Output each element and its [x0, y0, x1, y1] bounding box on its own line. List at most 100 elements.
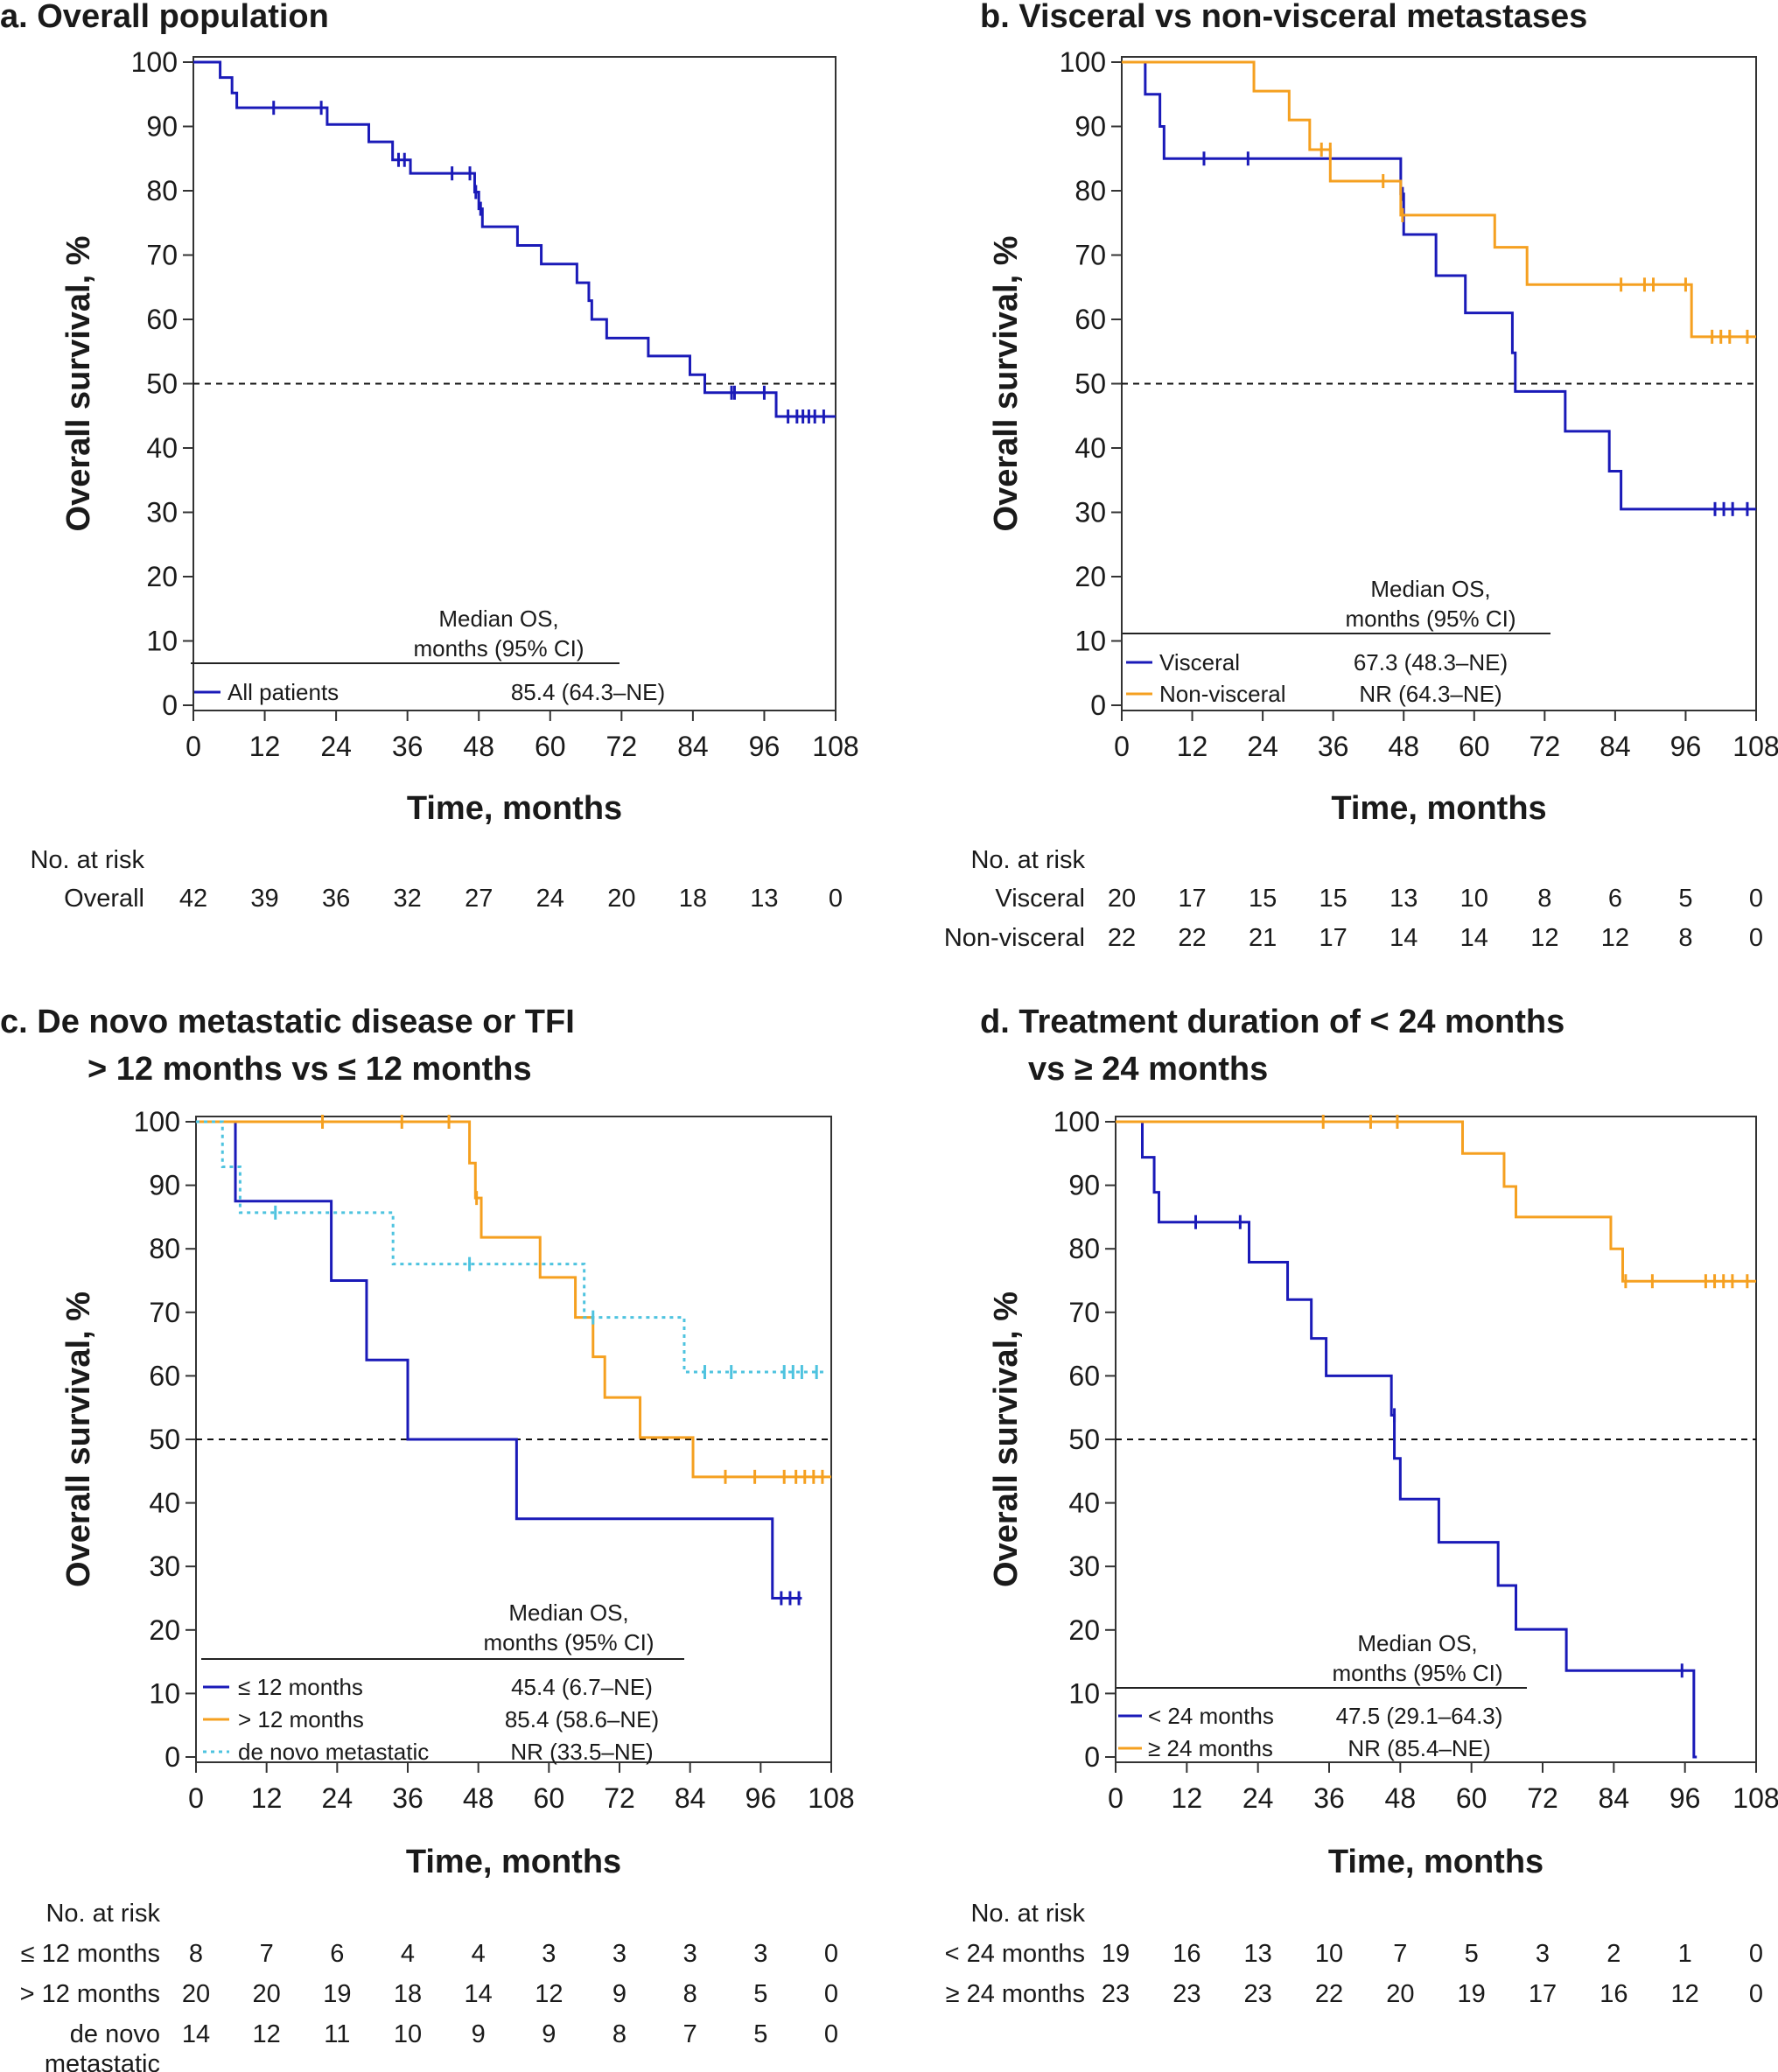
risk-value: 12 — [1530, 924, 1558, 952]
x-tick-label: 36 — [392, 731, 424, 762]
risk-row-label-line2: metastatic — [45, 2050, 160, 2072]
risk-value: 13 — [1390, 885, 1418, 913]
y-tick-label: 80 — [146, 175, 178, 206]
x-tick-label: 72 — [1530, 731, 1561, 762]
panel-title: b. Visceral vs non-visceral metastases — [980, 0, 1587, 35]
risk-row-label: Overall — [64, 885, 144, 913]
risk-value: 5 — [753, 2020, 767, 2048]
y-tick-label: 60 — [1068, 1360, 1100, 1391]
km-curve-blue — [193, 60, 836, 418]
risk-header: No. at risk — [970, 846, 1085, 874]
y-tick-label: 20 — [1068, 1614, 1100, 1646]
y-tick-label: 80 — [149, 1233, 180, 1264]
risk-value: 24 — [536, 885, 564, 913]
panel-c: c. De novo metastatic disease or TFI > 12… — [0, 1004, 855, 2072]
risk-value: 12 — [1601, 924, 1629, 952]
y-tick-label: 90 — [149, 1170, 180, 1201]
risk-value: 27 — [465, 885, 493, 913]
legend-label: ≥ 24 months — [1148, 1735, 1273, 1761]
risk-value: 9 — [542, 2020, 556, 2048]
y-tick-label: 100 — [1060, 46, 1106, 78]
risk-value: 17 — [1320, 924, 1348, 952]
risk-value: 20 — [1108, 885, 1136, 913]
risk-value: 8 — [1537, 885, 1551, 913]
risk-value: 0 — [829, 885, 843, 913]
y-tick-label: 100 — [1054, 1106, 1100, 1138]
y-tick-label: 50 — [1068, 1424, 1100, 1455]
risk-value: 19 — [1102, 1940, 1130, 1968]
legend-label: All patients — [228, 679, 339, 705]
y-tick-label: 50 — [146, 368, 178, 400]
risk-value: 14 — [1460, 924, 1488, 952]
risk-value: 3 — [612, 1940, 626, 1968]
legend-median-os: NR (64.3–NE) — [1359, 681, 1502, 707]
risk-value: 0 — [824, 2020, 838, 2048]
risk-value: 0 — [1749, 924, 1763, 952]
risk-value: 39 — [250, 885, 278, 913]
risk-value: 10 — [394, 2020, 422, 2048]
legend-label: ≤ 12 months — [238, 1674, 363, 1700]
risk-value: 36 — [322, 885, 350, 913]
km-curve-orange — [1122, 60, 1756, 339]
risk-value: 32 — [394, 885, 422, 913]
risk-value: 22 — [1315, 1980, 1343, 2008]
x-tick-label: 36 — [392, 1782, 424, 1814]
x-tick-label: 84 — [1600, 731, 1631, 762]
y-tick-label: 90 — [146, 111, 178, 143]
y-tick-label: 40 — [1068, 1488, 1100, 1519]
risk-value: 12 — [253, 2020, 281, 2048]
y-axis-label: Overall survival, % — [988, 236, 1025, 532]
risk-value: 10 — [1460, 885, 1488, 913]
risk-value: 20 — [607, 885, 635, 913]
y-axis-label: Overall survival, % — [60, 236, 97, 532]
y-tick-label: 0 — [1084, 1741, 1100, 1773]
legend-median-os: 85.4 (64.3–NE) — [511, 679, 665, 705]
legend-label: de novo metastatic — [238, 1739, 429, 1765]
risk-value: 21 — [1249, 924, 1277, 952]
risk-header: No. at risk — [46, 1900, 160, 1928]
panel-title: c. De novo metastatic disease or TFI — [0, 1004, 575, 1040]
risk-value: 3 — [1536, 1940, 1550, 1968]
legend-header: Median OS, — [508, 1600, 628, 1626]
legend-header: months (95% CI) — [1345, 606, 1516, 632]
y-axis-label: Overall survival, % — [988, 1292, 1025, 1587]
risk-value: 6 — [1608, 885, 1622, 913]
y-tick-label: 70 — [1068, 1297, 1100, 1328]
legend-label: Non-visceral — [1159, 681, 1286, 707]
x-axis-label: Time, months — [1328, 1844, 1544, 1880]
risk-value: 5 — [1465, 1940, 1479, 1968]
risk-value: 8 — [189, 1940, 203, 1968]
y-tick-label: 0 — [1090, 690, 1106, 721]
x-tick-label: 72 — [606, 731, 638, 762]
x-axis-label: Time, months — [406, 1844, 621, 1880]
y-tick-label: 40 — [146, 432, 178, 464]
y-tick-label: 80 — [1074, 175, 1106, 206]
risk-row-label: < 24 months — [945, 1940, 1085, 1968]
risk-value: 14 — [182, 2020, 210, 2048]
risk-row-label: Visceral — [995, 885, 1085, 913]
y-tick-label: 50 — [149, 1424, 180, 1455]
risk-value: 0 — [1749, 1980, 1763, 2008]
x-tick-label: 24 — [1247, 731, 1278, 762]
x-tick-label: 96 — [1670, 731, 1702, 762]
y-tick-label: 10 — [1068, 1677, 1100, 1709]
x-tick-label: 48 — [1385, 1782, 1417, 1814]
km-curve-blue — [196, 1120, 802, 1600]
risk-value: 4 — [401, 1940, 415, 1968]
km-curve-orange — [196, 1120, 831, 1479]
y-tick-label: 40 — [1074, 432, 1106, 464]
y-tick-label: 60 — [1074, 304, 1106, 335]
km-curve-cyan — [196, 1120, 826, 1374]
risk-header: No. at risk — [30, 846, 144, 874]
y-axis-label: Overall survival, % — [60, 1292, 97, 1587]
panel-title: d. Treatment duration of < 24 months — [980, 1004, 1564, 1040]
risk-value: 18 — [394, 1980, 422, 2008]
y-tick-label: 70 — [146, 240, 178, 271]
legend-median-os: NR (85.4–NE) — [1348, 1735, 1490, 1761]
y-tick-label: 100 — [131, 46, 178, 78]
x-tick-label: 84 — [677, 731, 709, 762]
y-tick-label: 30 — [1074, 497, 1106, 528]
risk-row-label: > 12 months — [20, 1980, 160, 2008]
risk-row-label: Non-visceral — [944, 924, 1085, 952]
risk-value: 12 — [1671, 1980, 1699, 2008]
